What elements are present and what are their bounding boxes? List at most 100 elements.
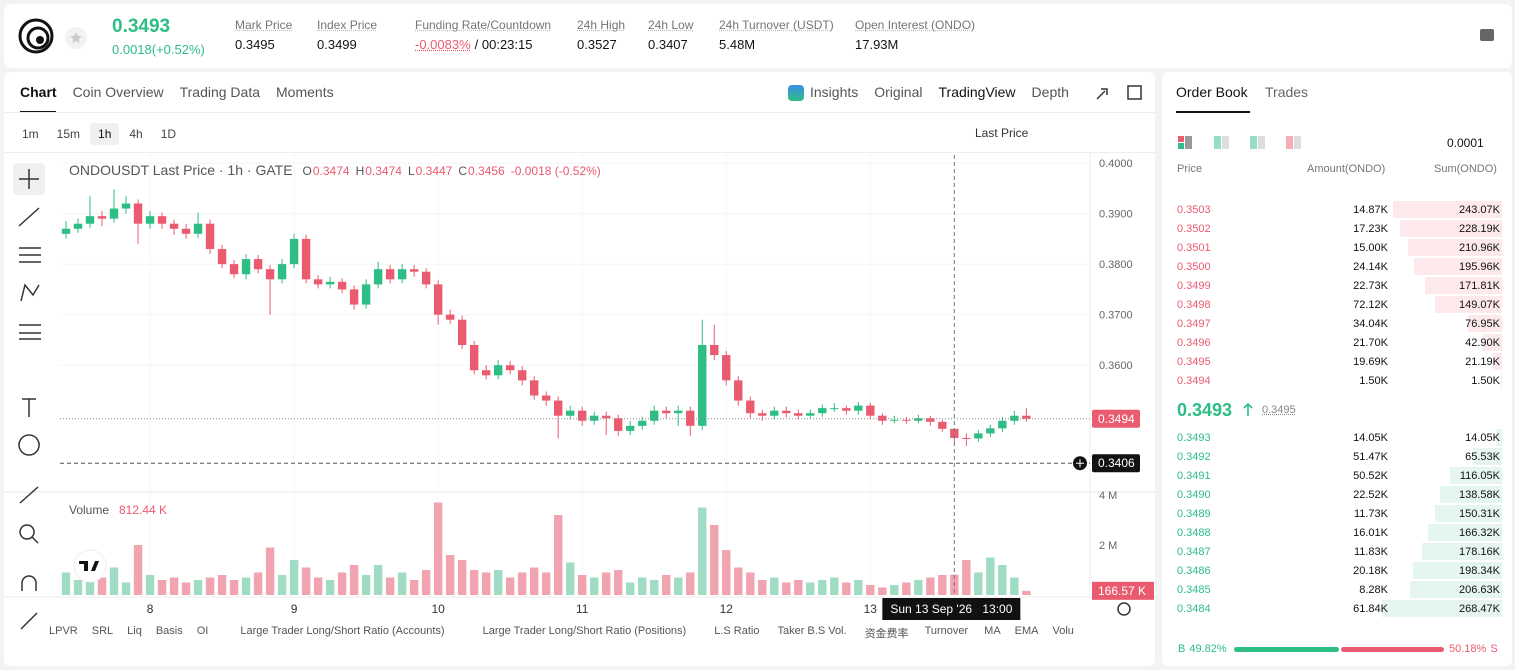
book-price: 0.3488 [1177,527,1211,539]
volume-bar [277,575,287,595]
volume-tag [1092,581,1154,600]
depth-bar [1407,239,1502,256]
book-row: 0.3494 1.50K 1.50K [1170,371,1506,390]
window-icons[interactable] [1094,84,1144,102]
interval[interactable]: 15m [56,127,81,141]
volume-bar [421,570,431,595]
volume-bar [650,580,659,595]
tool-icon [19,324,41,340]
candle-body [866,405,875,416]
indicator[interactable]: LPVR [49,625,78,637]
book-price: 0.3484 [1177,603,1211,615]
candle-body [746,400,755,414]
candle-body [145,216,155,224]
volume-bar [409,580,419,595]
book-icon[interactable] [1478,26,1496,44]
view-tab[interactable]: Insights [810,84,859,100]
book-sum: 210.96K [1459,242,1500,254]
volume-bar [73,580,83,595]
interval[interactable]: 4h [129,127,143,141]
chart-tab[interactable]: Moments [276,84,334,100]
book-amount: 11.73K [1353,508,1388,520]
interval[interactable]: 1D [160,127,177,141]
volume-bar [1022,590,1031,595]
trades-tab[interactable]: Trades [1265,84,1309,100]
candle-body [710,344,719,356]
stat-value-text: 0.3527 [577,37,617,52]
volume-bar [169,577,179,595]
volume-bar [373,565,383,595]
depth-bar [1495,429,1502,446]
book-price: 0.3494 [1177,375,1211,387]
candle-body [722,355,731,381]
layout-icons[interactable] [1176,134,1316,150]
volume-bar [914,580,923,595]
candle-body [770,410,779,416]
ohlc-key: O [303,164,312,178]
volume-bar [289,560,299,595]
indicator[interactable]: 资金费率 [864,628,909,640]
volume-bar [217,575,227,595]
volume-bar [866,585,875,595]
book-row: 0.3484 61.84K 268.47K [1170,599,1506,618]
volume-bar [457,560,467,595]
mark-price: 0.3495 [1262,404,1296,416]
favorite-star[interactable] [64,26,88,50]
depth-bar [1425,277,1502,294]
settings-icon [1117,602,1131,616]
chart-tab[interactable]: Chart [20,84,57,100]
candle-body [181,228,191,234]
volume-bar [938,575,947,595]
indicator[interactable]: Taker B.S Vol. [777,625,847,637]
book-row: 0.3487 11.83K 178.16K [1170,542,1506,561]
book-row: 0.3495 19.69K 21.19K [1170,352,1506,371]
indicator[interactable]: MA [984,625,1001,637]
indicator[interactable]: Turnover [924,625,969,637]
indicator[interactable]: Liq [127,625,142,637]
chart-tab[interactable]: Trading Data [179,84,261,100]
volume-bar [157,580,167,595]
book-sum: 1.50K [1471,375,1500,387]
candle-body [241,259,251,275]
view-tab[interactable]: TradingView [938,84,1016,100]
volume-bar [517,572,527,595]
book-amount: 34.04K [1353,318,1388,330]
candle-body [445,314,455,320]
interval[interactable]: 1m [22,127,39,141]
last-price: 0.3493 [112,16,171,37]
indicator[interactable]: EMA [1014,625,1039,637]
book-price: 0.3497 [1177,318,1211,330]
depth-bar [1393,201,1502,218]
indicator[interactable]: Large Trader Long/Short Ratio (Positions… [482,625,687,637]
book-amount: 51.47K [1353,451,1388,463]
candle-body [1010,415,1019,421]
candle-body [409,269,419,272]
stat: Funding Rate/Countdown -0.0083%/ 00:23:15 [415,18,551,52]
buy-key: B [1178,643,1186,655]
indicator[interactable]: OI [196,625,209,637]
interval[interactable]: 1h [90,123,120,145]
book-sum: 268.47K [1459,603,1500,615]
view-tab[interactable]: Original [874,84,923,100]
price-source[interactable]: Last Price [975,126,1029,140]
indicator[interactable]: Basis [155,625,183,637]
volume-bar [638,577,647,595]
tool-icon [20,283,40,302]
y-tick-label: 0.3900 [1099,209,1133,221]
indicator[interactable]: SRL [91,625,114,637]
precision[interactable]: 0.0001 [1447,136,1484,150]
stat: Index Price 0.3499 [317,18,377,52]
indicator[interactable]: Large Trader Long/Short Ratio (Accounts) [240,625,445,637]
chart-tab[interactable]: Coin Overview [72,84,164,100]
indicator[interactable]: Volu [1052,625,1074,637]
view-tab[interactable]: Depth [1031,84,1069,100]
candle-body [830,408,839,410]
indicator[interactable]: L.S Ratio [714,625,760,637]
book-row: 0.3500 24.14K 195.96K [1170,257,1506,276]
volume-bar [229,580,239,595]
book-row: 0.3485 8.28K 206.63K [1170,580,1506,599]
order-book-tab[interactable]: Order Book [1176,84,1248,100]
candle-body [541,395,551,401]
tool-icon [19,524,39,544]
depth-bar [1414,258,1502,275]
